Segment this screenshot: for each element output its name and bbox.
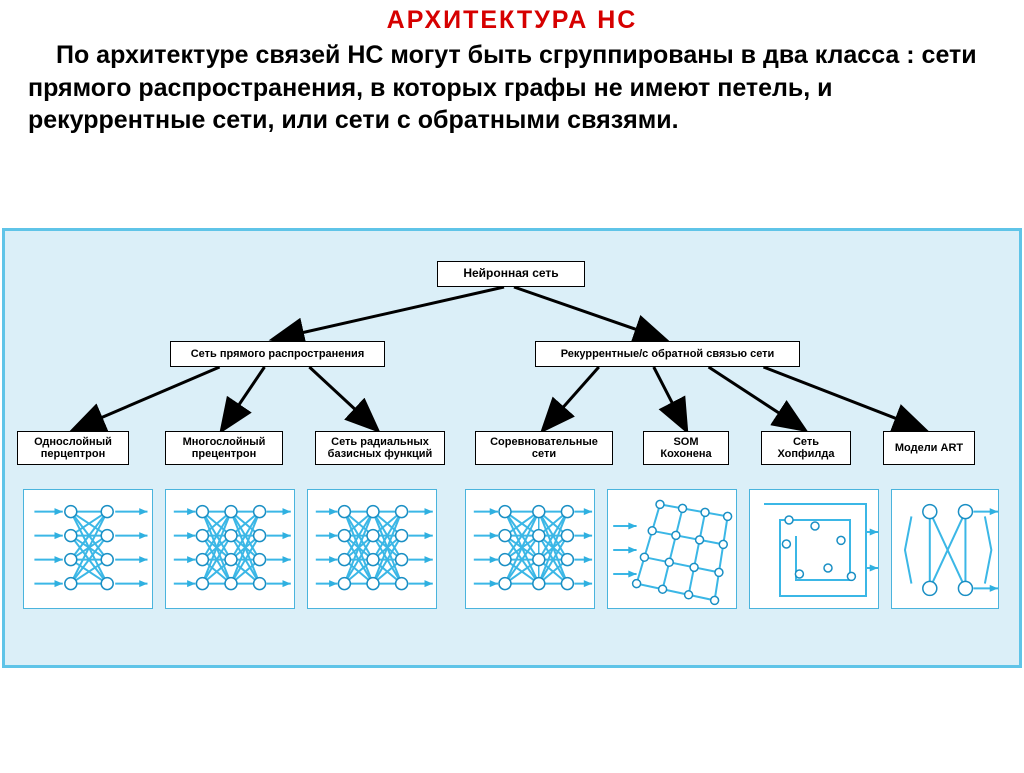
node-l7: Модели ART [883, 431, 975, 465]
edge-7 [709, 367, 804, 429]
edge-4 [309, 367, 376, 429]
node-root: Нейронная сеть [437, 261, 585, 287]
edge-2 [75, 367, 220, 429]
thumb-multi [165, 489, 295, 609]
body-span: По архитектуре связей НС могут быть сгру… [28, 41, 977, 134]
node-l5: SOM Кохонена [643, 431, 729, 465]
node-l2: Многослойный прецентрон [165, 431, 283, 465]
edge-3 [223, 367, 265, 429]
thumb-compet [465, 489, 595, 609]
thumb-som [607, 489, 737, 609]
thumb-art [891, 489, 999, 609]
node-rec: Рекуррентные/с обратной связью сети [535, 341, 800, 367]
edge-0 [274, 287, 504, 339]
body-text: По архитектуре связей НС могут быть сгру… [0, 35, 1024, 145]
node-ff: Сеть прямого распространения [170, 341, 385, 367]
thumb-single [23, 489, 153, 609]
page-title: АРХИТЕКТУРА НС [0, 6, 1024, 35]
node-l6: Сеть Хопфилда [761, 431, 851, 465]
node-l4: Соревновательные сети [475, 431, 613, 465]
node-l1: Однослойный перцептрон [17, 431, 129, 465]
edge-6 [654, 367, 686, 429]
edge-8 [764, 367, 924, 429]
thumb-rbf [307, 489, 437, 609]
diagram-area: Нейронная сеть Сеть прямого распространен… [2, 228, 1022, 668]
edge-1 [514, 287, 664, 339]
thumb-hopfield [749, 489, 879, 609]
edge-5 [544, 367, 599, 429]
node-l3: Сеть радиальных базисных функций [315, 431, 445, 465]
